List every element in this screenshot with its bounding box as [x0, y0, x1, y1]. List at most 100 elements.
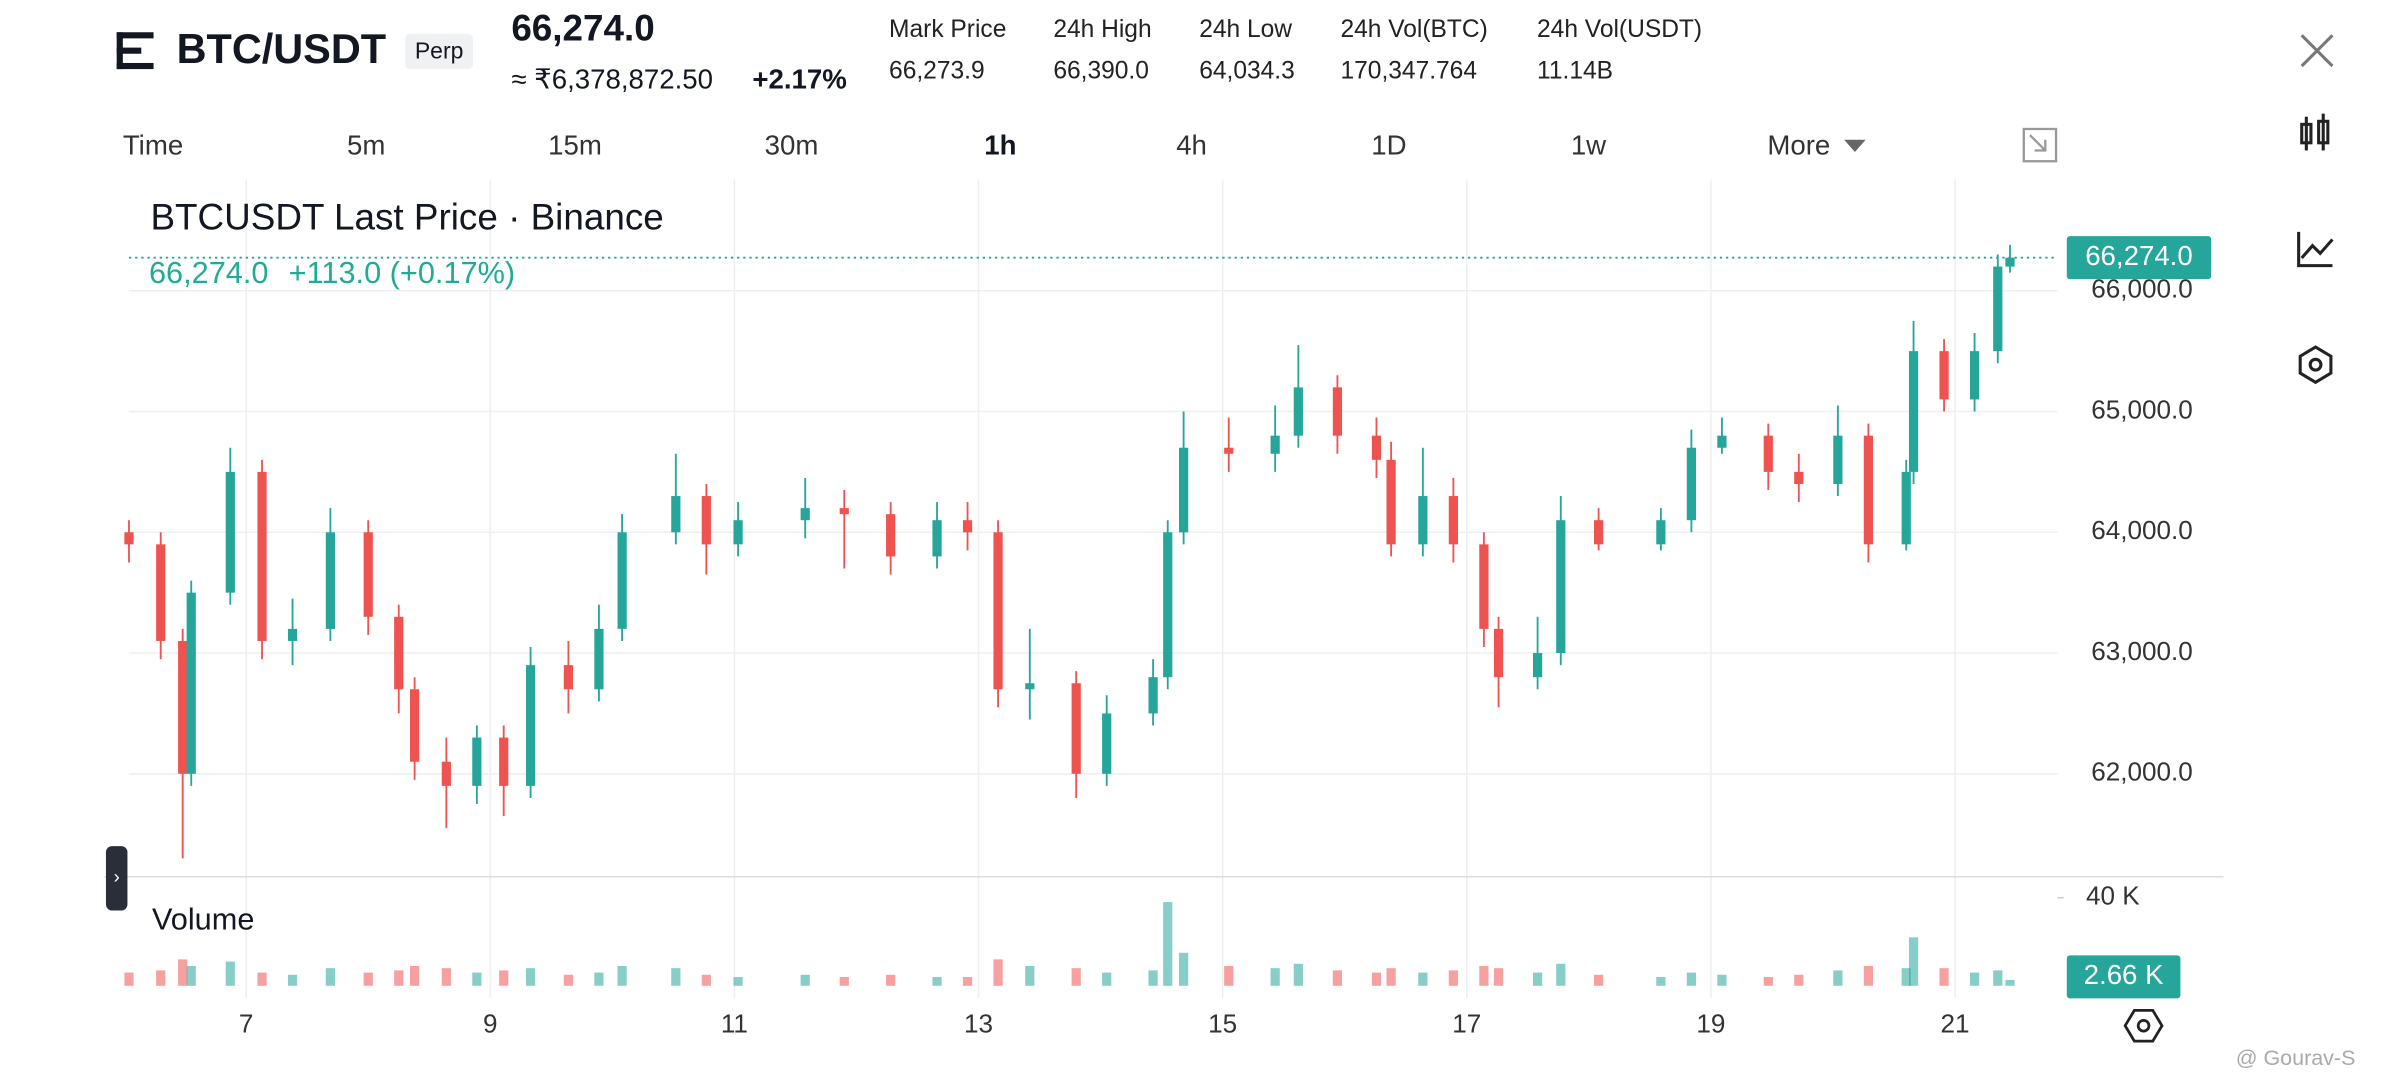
indicator-icon[interactable]: [2297, 231, 2334, 268]
x-tick-label: 13: [964, 1009, 993, 1039]
price-change: +2.17%: [752, 64, 846, 95]
close-button[interactable]: [2300, 34, 2334, 68]
candle-body: [800, 508, 810, 521]
candle-body: [1332, 387, 1343, 436]
x-tick-label: 7: [239, 1009, 254, 1039]
watermark: @ Gourav-S: [2236, 1046, 2356, 1070]
candle-body: [1493, 628, 1504, 678]
candle-body: [499, 737, 509, 786]
candle-body: [993, 532, 1003, 690]
volume-bar: [1332, 970, 1343, 986]
price-inr: ≈ ₹6,378,872.50: [511, 64, 713, 95]
candle-body: [186, 592, 196, 774]
volume-bar: [1479, 965, 1489, 986]
candle-body: [671, 496, 681, 533]
candle-body: [1371, 435, 1382, 460]
candle-body: [124, 532, 134, 545]
candle-body: [410, 689, 420, 762]
stat-label: 24h Vol(BTC): [1340, 16, 1487, 43]
candle-body: [1794, 471, 1804, 484]
badge-bg: [405, 33, 473, 70]
chart-title: BTCUSDT Last Price · Binance: [150, 196, 663, 237]
volume-bar: [410, 965, 420, 986]
candle-body: [257, 471, 267, 641]
candle-body: [394, 616, 404, 690]
badge: Perp: [415, 37, 464, 63]
candle-body: [1969, 351, 1980, 400]
volume-bar: [363, 972, 373, 986]
candle-body: [1717, 435, 1727, 448]
volume-bar: [733, 976, 743, 986]
stat-label: 24h Low: [1199, 16, 1292, 43]
interval-button[interactable]: 30m: [765, 130, 819, 161]
volume-bar: [1493, 968, 1504, 986]
candle-body: [1448, 496, 1458, 545]
candle-body: [525, 665, 536, 786]
volume-bar: [886, 974, 896, 986]
volume-bar: [1908, 937, 1919, 986]
candle-body: [1833, 435, 1843, 484]
volume-bar: [563, 974, 574, 986]
x-tick-label: 21: [1941, 1009, 1970, 1039]
candle-body: [1763, 435, 1773, 472]
interval-button[interactable]: Time: [123, 130, 183, 161]
volume-bar: [2005, 979, 2015, 986]
interval-button[interactable]: 15m: [548, 130, 602, 161]
axis-settings[interactable]: [2123, 1008, 2164, 1043]
svg-text:›: ›: [114, 866, 120, 887]
pane-toggle[interactable]: ›: [105, 846, 128, 911]
more-arrow[interactable]: [1844, 139, 1866, 153]
fullscreen-icon[interactable]: [2022, 127, 2058, 163]
volume-bar: [257, 972, 267, 986]
volume-bar: [472, 972, 482, 986]
candle-body: [441, 761, 451, 786]
candle-body: [886, 514, 896, 557]
volume-bar: [1794, 974, 1804, 986]
candle-body: [225, 471, 235, 593]
candle-body: [1224, 447, 1234, 454]
volume-bar: [594, 972, 604, 986]
volume-bar: [1594, 974, 1604, 986]
interval-button[interactable]: 1h: [984, 130, 1016, 161]
volume-bar: [839, 976, 849, 986]
volume-bar: [1371, 972, 1382, 986]
last-price-box: [2066, 236, 2212, 280]
interval-button[interactable]: 5m: [347, 130, 385, 161]
stat-label: 24h Vol(USDT): [1537, 16, 1702, 43]
last-price-label: 66,274.0: [2085, 240, 2193, 271]
volume-bar: [701, 974, 711, 986]
volume-bar: [1763, 976, 1773, 986]
candle-body: [1479, 544, 1489, 629]
settings-icon[interactable]: [2298, 345, 2333, 385]
volume-bar: [1901, 968, 1911, 986]
candle-body: [1418, 496, 1428, 545]
candle-body: [2005, 257, 2015, 267]
volume-bar: [287, 974, 298, 986]
volume-bar: [1532, 972, 1543, 986]
candle-body: [1179, 447, 1189, 533]
interval-button[interactable]: 4h: [1176, 130, 1207, 161]
y-tick-label: 65,000.0: [2091, 394, 2193, 424]
volume-bar: [325, 968, 335, 986]
y-tick-label: 64,000.0: [2091, 515, 2193, 545]
volume-bar: [1224, 965, 1234, 986]
volume-bar: [671, 968, 681, 986]
candle-body: [178, 640, 188, 774]
candle-body: [1901, 471, 1911, 545]
last-volume-box: [2066, 955, 2181, 999]
volume-bar: [1863, 965, 1873, 986]
stat-value: 64,034.3: [1199, 58, 1295, 85]
volume-bar: [394, 970, 404, 986]
candle-icon[interactable]: [2300, 113, 2330, 151]
symbol[interactable]: BTC/USDT: [177, 25, 386, 72]
volume-bar: [1686, 972, 1696, 986]
volume-bar: [1833, 970, 1843, 986]
interval-button[interactable]: 1w: [1571, 130, 1607, 161]
menu-icon[interactable]: [116, 32, 154, 70]
interval-button[interactable]: More: [1767, 130, 1830, 161]
candle-body: [594, 628, 604, 690]
interval-button[interactable]: 1D: [1371, 130, 1406, 161]
candle-body: [1993, 266, 2003, 352]
